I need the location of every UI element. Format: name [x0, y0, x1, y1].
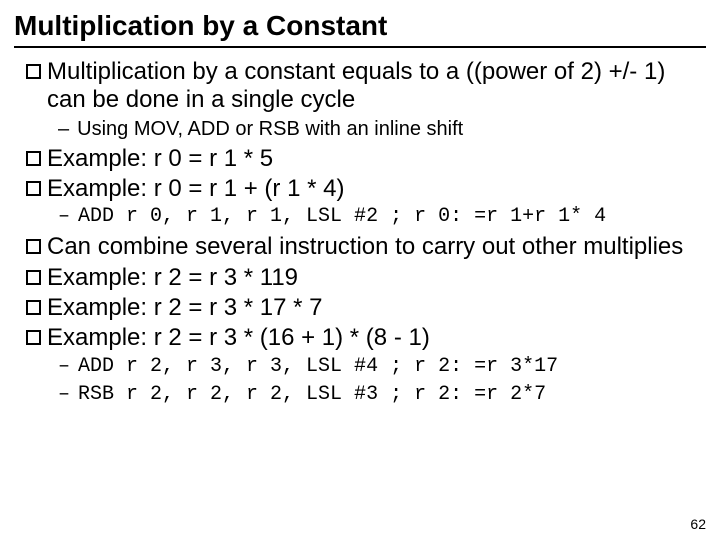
bullet-intro: Multiplication by a constant equals to a… — [26, 58, 706, 115]
square-bullet-icon — [26, 181, 41, 196]
square-bullet-icon — [26, 151, 41, 166]
bullet-text: Example: r 2 = r 3 * 119 — [47, 264, 706, 292]
bullet-text: Example: r 0 = r 1 + (r 1 * 4) — [47, 175, 706, 203]
bullet-example-5: Example: r 2 = r 3 * (16 + 1) * (8 - 1) — [26, 324, 706, 352]
subbullet-text: Using MOV, ADD or RSB with an inline shi… — [77, 117, 706, 141]
bullet-text: Can combine several instruction to carry… — [47, 233, 706, 261]
bullet-example-2: Example: r 0 = r 1 + (r 1 * 4) — [26, 175, 706, 203]
square-bullet-icon — [26, 300, 41, 315]
bullet-example-3: Example: r 2 = r 3 * 119 — [26, 264, 706, 292]
square-bullet-icon — [26, 330, 41, 345]
bullet-example-4: Example: r 2 = r 3 * 17 * 7 — [26, 294, 706, 322]
subbullet-mov: – Using MOV, ADD or RSB with an inline s… — [58, 117, 706, 141]
square-bullet-icon — [26, 239, 41, 254]
code-line-3: – RSB r 2, r 2, r 2, LSL #3 ; r 2: =r 2*… — [58, 383, 706, 407]
bullet-example-1: Example: r 0 = r 1 * 5 — [26, 145, 706, 173]
bullet-text: Example: r 2 = r 3 * 17 * 7 — [47, 294, 706, 322]
code-line-2: – ADD r 2, r 3, r 3, LSL #4 ; r 2: =r 3*… — [58, 355, 706, 379]
code-text: ADD r 0, r 1, r 1, LSL #2 ; r 0: =r 1+r … — [78, 205, 706, 229]
code-text: RSB r 2, r 2, r 2, LSL #3 ; r 2: =r 2*7 — [78, 383, 706, 407]
dash-icon: – — [58, 355, 70, 379]
bullet-text: Multiplication by a constant equals to a… — [47, 58, 706, 115]
square-bullet-icon — [26, 64, 41, 79]
code-line-1: – ADD r 0, r 1, r 1, LSL #2 ; r 0: =r 1+… — [58, 205, 706, 229]
code-text: ADD r 2, r 3, r 3, LSL #4 ; r 2: =r 3*17 — [78, 355, 706, 379]
page-number: 62 — [690, 516, 706, 532]
bullet-combine: Can combine several instruction to carry… — [26, 233, 706, 261]
square-bullet-icon — [26, 270, 41, 285]
dash-icon: – — [58, 383, 70, 407]
bullet-text: Example: r 0 = r 1 * 5 — [47, 145, 706, 173]
bullet-text: Example: r 2 = r 3 * (16 + 1) * (8 - 1) — [47, 324, 706, 352]
dash-icon: – — [58, 117, 69, 141]
slide-title: Multiplication by a Constant — [14, 10, 706, 48]
dash-icon: – — [58, 205, 70, 229]
